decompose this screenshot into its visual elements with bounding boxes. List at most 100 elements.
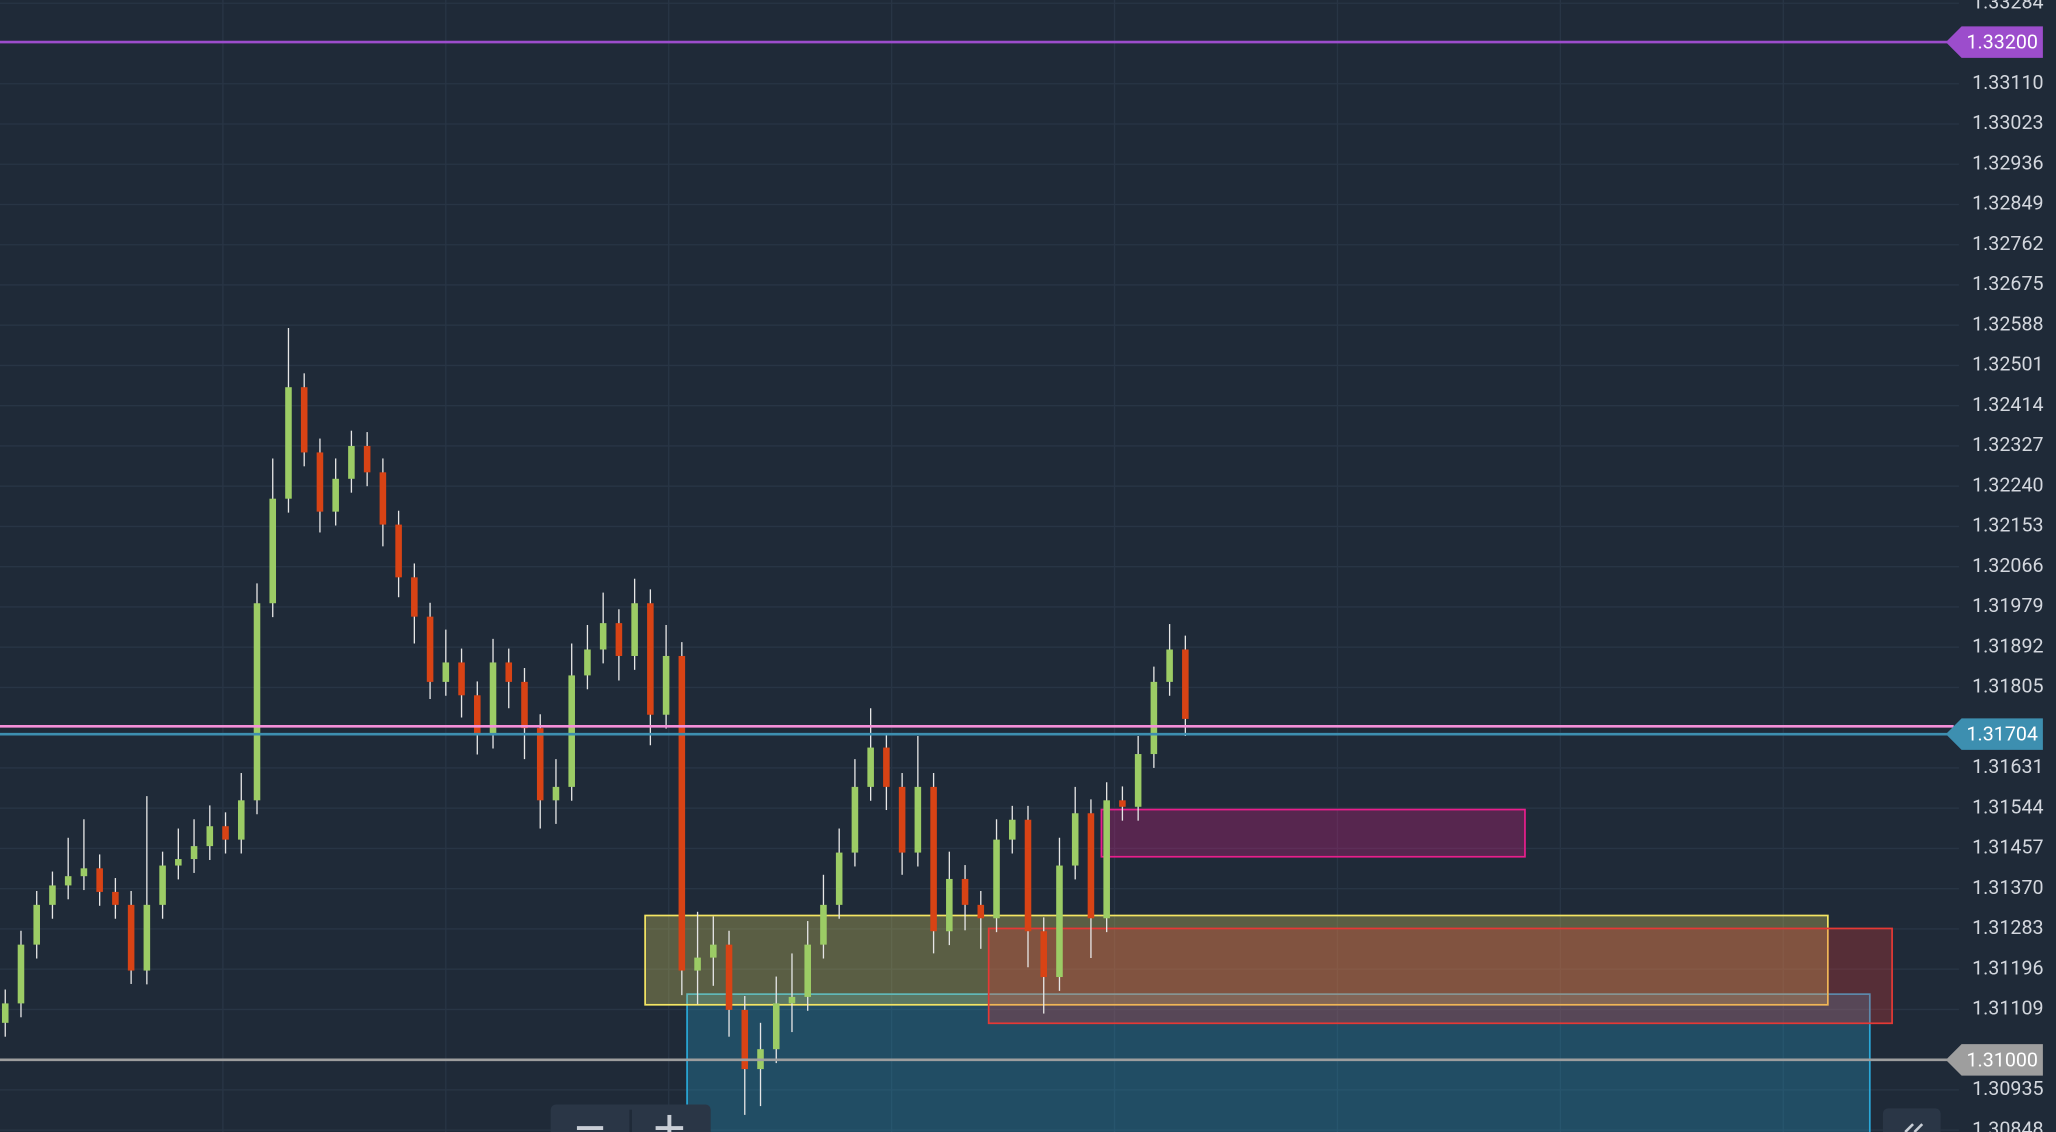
candle-body bbox=[820, 904, 827, 945]
candle-body bbox=[395, 524, 402, 578]
candle-body bbox=[1, 1003, 9, 1023]
candle-body bbox=[411, 577, 418, 617]
price-lines: 1.33200 1.31704 1.31000 bbox=[0, 26, 2043, 1076]
scroll-panel bbox=[1882, 1108, 1941, 1132]
candle-body bbox=[1087, 813, 1095, 919]
candle-body bbox=[175, 859, 182, 866]
candle-body bbox=[1119, 800, 1126, 807]
candle-body bbox=[1134, 754, 1142, 807]
y-tick-label: 1.32066 bbox=[1972, 554, 2043, 577]
candle-body bbox=[379, 472, 387, 525]
candle-body bbox=[788, 996, 796, 1004]
y-tick-label: 1.32414 bbox=[1972, 393, 2043, 416]
candle-body bbox=[772, 1003, 780, 1050]
y-tick-label: 1.32501 bbox=[1972, 353, 2043, 376]
candle-body bbox=[426, 616, 434, 682]
price-badge bbox=[1945, 718, 2043, 750]
candle-body bbox=[694, 957, 701, 971]
y-tick-label: 1.31979 bbox=[1972, 594, 2043, 617]
candle-body bbox=[222, 826, 229, 840]
candle-body bbox=[552, 786, 560, 801]
y-tick-label: 1.32936 bbox=[1972, 151, 2043, 174]
candle-body bbox=[127, 904, 135, 971]
candle-body bbox=[599, 623, 607, 650]
y-tick-label: 1.31196 bbox=[1972, 956, 2043, 979]
price-axis: 1.33284 1.33110 1.33023 1.32936 1.32849 1.327… bbox=[1972, 0, 2043, 1132]
candle-body bbox=[961, 878, 969, 905]
candle-body bbox=[1166, 649, 1173, 682]
candle-body bbox=[1103, 800, 1110, 919]
price-badge bbox=[1945, 26, 2043, 58]
candle-body bbox=[348, 445, 355, 479]
vertical-grid bbox=[222, 0, 1784, 1132]
scroll-icon[interactable] bbox=[1904, 1123, 1915, 1132]
candle-body bbox=[269, 498, 277, 604]
zones bbox=[644, 808, 1893, 1132]
candle-body bbox=[615, 623, 623, 656]
scroll-button[interactable] bbox=[1882, 1108, 1941, 1132]
candle-body bbox=[1071, 813, 1079, 866]
y-tick-label: 1.31283 bbox=[1972, 916, 2043, 939]
y-tick-label: 1.31544 bbox=[1972, 795, 2043, 818]
candle-body bbox=[159, 865, 166, 905]
candle-body bbox=[190, 846, 198, 860]
y-tick-label: 1.32153 bbox=[1972, 514, 2043, 537]
candle-body bbox=[584, 649, 591, 676]
candle-body bbox=[1150, 681, 1158, 755]
price-badge bbox=[1945, 1044, 2043, 1076]
scroll-icon[interactable] bbox=[1913, 1123, 1924, 1132]
y-tick-label: 1.32240 bbox=[1972, 473, 2043, 496]
candle-body bbox=[49, 885, 56, 905]
candle-body bbox=[253, 603, 261, 801]
y-tick-label: 1.31457 bbox=[1972, 836, 2043, 859]
candle-body bbox=[112, 891, 119, 905]
y-tick-label: 1.31892 bbox=[1972, 634, 2043, 657]
candle-body bbox=[835, 852, 843, 905]
y-tick-label: 1.32588 bbox=[1972, 312, 2043, 335]
candle-body bbox=[568, 675, 575, 787]
y-tick-label: 1.33110 bbox=[1972, 71, 2043, 94]
candle-body bbox=[930, 786, 937, 932]
candle-body bbox=[1008, 819, 1016, 840]
y-tick-label: 1.31805 bbox=[1972, 675, 2043, 698]
candle-body bbox=[631, 603, 638, 656]
y-tick-label: 1.30848 bbox=[1972, 1117, 2043, 1132]
zone bbox=[1100, 808, 1526, 858]
candle-body bbox=[1056, 865, 1063, 978]
candle-body bbox=[710, 944, 717, 958]
y-tick-label: 1.31370 bbox=[1972, 876, 2043, 899]
candle-body bbox=[536, 728, 544, 801]
candle-body bbox=[804, 944, 811, 997]
candle-body bbox=[883, 747, 890, 787]
candle-body bbox=[206, 826, 214, 847]
candle-body bbox=[143, 904, 151, 971]
price-badge-label: 1.31000 bbox=[1967, 1048, 2038, 1071]
candle-body bbox=[851, 786, 859, 853]
candle-body bbox=[300, 387, 308, 453]
candle-body bbox=[647, 603, 654, 715]
price-badge-label: 1.31704 bbox=[1967, 723, 2038, 746]
candle-body bbox=[725, 944, 733, 1010]
candle-body bbox=[898, 786, 906, 853]
candle-body bbox=[741, 1009, 749, 1070]
candle-body bbox=[363, 445, 371, 473]
candle-body bbox=[316, 452, 324, 512]
candle-body bbox=[867, 747, 874, 787]
candle-body bbox=[1040, 931, 1048, 978]
zone bbox=[644, 914, 1829, 1006]
price-badge-label: 1.33200 bbox=[1967, 31, 2038, 54]
candle-body bbox=[914, 786, 922, 853]
candle-body bbox=[1024, 819, 1032, 932]
candle-body bbox=[489, 662, 497, 735]
y-tick-label: 1.31109 bbox=[1972, 997, 2043, 1020]
zoom-control[interactable] bbox=[550, 1104, 711, 1132]
candle-body bbox=[662, 655, 670, 715]
candle-body bbox=[946, 878, 953, 932]
y-tick-label: 1.32675 bbox=[1972, 272, 2043, 295]
y-tick-label: 1.32762 bbox=[1972, 232, 2043, 255]
candle-body bbox=[1182, 649, 1189, 719]
candle-body bbox=[80, 868, 88, 877]
candle-body bbox=[442, 662, 450, 682]
candle-body bbox=[237, 800, 245, 840]
